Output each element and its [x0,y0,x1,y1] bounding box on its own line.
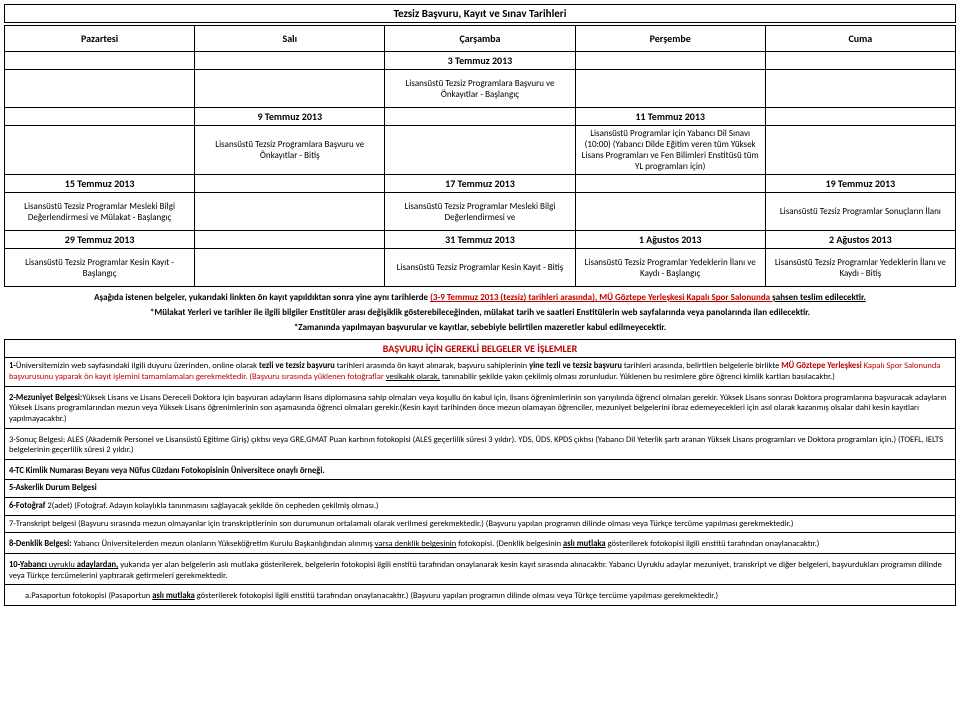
day-head: Perşembe [575,26,765,52]
event-cell [385,126,575,175]
day-header-row: Pazartesi Salı Çarşamba Perşembe Cuma [5,26,956,52]
day-head: Salı [195,26,385,52]
doc-item-8: 8-Denklik Belgesi: Yabancı Üniversiteler… [4,536,956,554]
date-cell: 29 Temmuz 2013 [5,231,195,249]
date-row: 9 Temmuz 2013 11 Temmuz 2013 [5,108,956,126]
date-cell [765,108,955,126]
date-cell: 15 Temmuz 2013 [5,175,195,193]
event-cell: Lisansüstü Tezsiz Programlar Sonuçların … [765,193,955,231]
event-cell [195,70,385,108]
doc-item-10: 10-Yabancı uyruklu adaylardan, yukarıda … [4,557,956,585]
event-cell [195,193,385,231]
event-cell: Lisansüstü Tezsiz Programlar Yedeklerin … [575,249,765,287]
date-cell [5,108,195,126]
event-cell [5,70,195,108]
event-row: Lisansüstü Tezsiz Programlara Başvuru ve… [5,70,956,108]
date-cell [195,175,385,193]
day-head: Pazartesi [5,26,195,52]
documents-header: BAŞVURU İÇİN GEREKLİ BELGELER VE İŞLEMLE… [4,339,956,358]
event-cell [575,70,765,108]
date-cell [195,231,385,249]
event-row: Lisansüstü Tezsiz Programlara Başvuru ve… [5,126,956,175]
date-cell: 11 Temmuz 2013 [575,108,765,126]
event-row: Lisansüstü Tezsiz Programlar Mesleki Bil… [5,193,956,231]
doc-item-7: 7-Transkript belgesi (Başvuru sırasında … [4,516,956,534]
note-line-3: *Zamanında yapılmayan başvurular ve kayı… [4,323,956,334]
event-cell: Lisansüstü Tezsiz Programlar Mesleki Bil… [5,193,195,231]
date-cell [5,52,195,70]
date-cell: 1 Ağustos 2013 [575,231,765,249]
event-cell: Lisansüstü Tezsiz Programlara Başvuru ve… [385,70,575,108]
date-row: 29 Temmuz 2013 31 Temmuz 2013 1 Ağustos … [5,231,956,249]
date-row: 15 Temmuz 2013 17 Temmuz 2013 19 Temmuz … [5,175,956,193]
event-row: Lisansüstü Tezsiz Programlar Kesin Kayıt… [5,249,956,287]
event-cell: Lisansüstü Tezsiz Programlar Mesleki Bil… [385,193,575,231]
event-cell [195,249,385,287]
day-head: Cuma [765,26,955,52]
event-cell: Lisansüstü Tezsiz Programlar Kesin Kayıt… [385,249,575,287]
date-cell: 9 Temmuz 2013 [195,108,385,126]
note-line-1: Aşağıda istenen belgeler, yukarıdaki lin… [4,293,956,304]
day-head: Çarşamba [385,26,575,52]
date-cell: 3 Temmuz 2013 [385,52,575,70]
date-cell: 17 Temmuz 2013 [385,175,575,193]
doc-item-a: a.Pasaportun fotokopisi (Pasaportun aslı… [4,588,956,606]
event-cell: Lisansüstü Tezsiz Programlar Yedeklerin … [765,249,955,287]
event-cell: Lisansüstü Tezsiz Programlara Başvuru ve… [195,126,385,175]
date-cell [575,175,765,193]
date-cell [765,52,955,70]
doc-item-2: 2-Mezuniyet Belgesi:2-Mezuniyet Belgesi:… [4,390,956,429]
event-cell: Lisansüstü Programlar için Yabancı Dil S… [575,126,765,175]
date-cell [385,108,575,126]
date-cell [575,52,765,70]
event-cell [575,193,765,231]
event-cell [765,126,955,175]
event-cell: Lisansüstü Tezsiz Programlar Kesin Kayıt… [5,249,195,287]
calendar-table: Pazartesi Salı Çarşamba Perşembe Cuma 3 … [4,25,956,287]
date-cell: 2 Ağustos 2013 [765,231,955,249]
date-cell [195,52,385,70]
doc-item-1: 1-Üniversitemizin web sayfasındaki ilgil… [4,358,956,386]
date-row: 3 Temmuz 2013 [5,52,956,70]
date-cell: 31 Temmuz 2013 [385,231,575,249]
doc-item-4: 4-TC Kimlik Numarası Beyanı veya Nüfus C… [4,463,956,481]
event-cell [765,70,955,108]
event-cell [5,126,195,175]
doc-item-3: 3-Sonuç Belgesi: ALES (Akademik Personel… [4,432,956,460]
date-cell: 19 Temmuz 2013 [765,175,955,193]
doc-item-6: 6-Fotoğraf 2(adet) (Fotoğraf. Adayın kol… [4,498,956,516]
note-line-2: *Mülakat Yerleri ve tarihler ile ilgili … [4,308,956,319]
page-title: Tezsiz Başvuru, Kayıt ve Sınav Tarihleri [4,4,956,23]
doc-item-5: 5-Askerlik Durum Belgesi [4,480,956,498]
